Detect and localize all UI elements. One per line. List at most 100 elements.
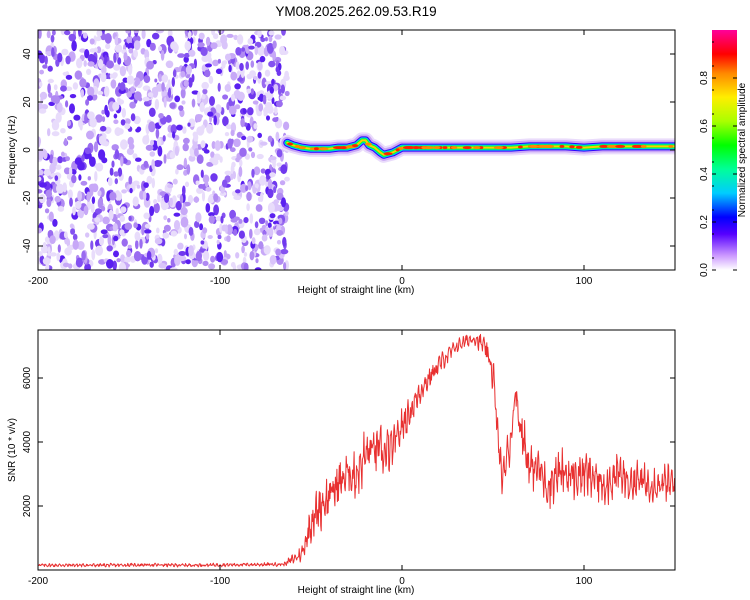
noise-blob [276,70,282,76]
noise-blob [232,171,236,180]
noise-blob [153,202,160,214]
noise-blob [156,227,160,234]
noise-blob [284,90,290,97]
noise-blob [213,193,219,202]
noise-blob [117,57,122,65]
noise-blob [257,45,265,56]
noise-blob [237,91,245,102]
noise-blob [220,215,224,224]
noise-blob [69,223,74,229]
noise-blob [249,228,253,239]
noise-blob [173,248,178,256]
noise-blob [239,147,247,157]
noise-blob [216,239,220,245]
noise-blob [146,60,155,70]
noise-blob [188,30,192,39]
noise-blob [84,263,91,270]
noise-blob [128,175,133,185]
noise-blob [276,204,284,212]
noise-blob [280,248,289,255]
noise-blob [110,79,117,89]
noise-blob [60,128,66,134]
noise-blob [284,70,289,79]
noise-blob [141,30,146,40]
noise-blob [169,197,173,207]
noise-blob [45,189,53,198]
colorbar-ticks: 0.0 0.2 0.4 0.6 0.8 [699,41,737,277]
noise-blob [273,186,277,194]
noise-blob [213,33,219,40]
noise-blob [256,153,264,160]
noise-blob [195,180,200,185]
noise-blob [174,95,181,103]
noise-blob [56,102,63,113]
noise-blob [95,208,102,215]
noise-blob [180,216,189,228]
noise-blob [203,250,210,261]
figure-title: YM08.2025.262.09.53.R19 [275,4,436,19]
noise-blob [52,95,61,105]
noise-blob [95,162,104,172]
noise-blob [82,32,88,39]
noise-blob [175,168,179,175]
noise-blob [54,175,59,181]
noise-blob [68,263,73,269]
spectrogram-x-axis-label: Height of straight line (km) [298,285,415,296]
noise-blob [184,233,187,240]
noise-blob [267,202,275,214]
noise-blob [38,108,47,114]
noise-blob [258,90,265,96]
noise-blob [215,68,223,75]
noise-blob [117,167,123,177]
ridge-hotspot [319,147,329,151]
noise-blob [65,55,71,65]
noise-blob [64,138,68,147]
noise-blob [43,168,52,177]
noise-blob [61,151,65,157]
noise-blob [97,190,102,197]
noise-blob [143,75,151,84]
noise-blob [102,234,109,239]
noise-blob [76,58,83,69]
noise-blob [130,113,136,122]
noise-blob [148,107,156,118]
noise-blob [222,179,228,188]
noise-blob [74,70,83,80]
noise-blob [182,143,189,152]
noise-blob [157,45,163,52]
noise-blob [126,249,132,258]
noise-blob [38,169,44,176]
noise-blob [87,53,96,63]
noise-blob [97,90,104,96]
noise-blob [136,184,141,189]
noise-blob [133,251,142,262]
noise-blob [262,94,267,105]
noise-blob [241,135,247,141]
noise-blob [180,88,186,99]
noise-blob [191,73,195,83]
noise-blob [279,180,286,186]
noise-blob [182,185,186,196]
noise-blob [78,30,82,37]
noise-blob [157,145,163,157]
noise-blob [38,194,46,204]
noise-blob [121,238,128,247]
noise-blob [111,160,115,168]
noise-blob [56,252,61,262]
noise-blob [119,215,126,222]
noise-blob [169,267,178,270]
noise-blob [208,263,216,270]
noise-blob [214,140,221,151]
noise-blob [48,92,53,98]
noise-blob [191,98,196,108]
noise-blob [67,189,73,199]
noise-blob [240,118,245,128]
noise-blob [113,119,119,125]
noise-blob [276,162,282,167]
noise-blob [151,177,155,189]
noise-blob [116,191,123,201]
noise-blob [241,47,246,52]
noise-blob [250,88,255,95]
ridge-hotspot [473,146,481,150]
noise-blob [97,197,104,209]
